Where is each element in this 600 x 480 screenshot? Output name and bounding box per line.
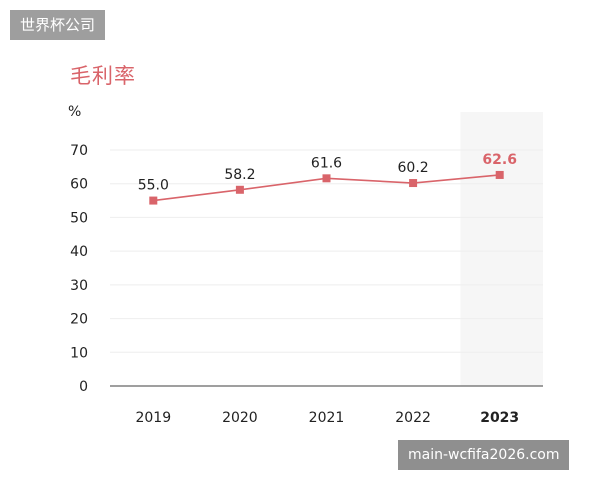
source-badge: 世界杯公司 bbox=[10, 10, 106, 40]
data-label: 60.2 bbox=[398, 160, 429, 176]
x-tick-label: 2023 bbox=[480, 410, 519, 426]
data-label: 61.6 bbox=[311, 155, 342, 171]
x-tick-label: 2021 bbox=[309, 410, 345, 426]
y-tick-label: 20 bbox=[70, 312, 88, 328]
chart-title: 毛利率 bbox=[70, 64, 136, 88]
x-tick-label: 2019 bbox=[135, 410, 171, 426]
data-point-marker bbox=[235, 185, 244, 194]
data-label: 58.2 bbox=[224, 167, 255, 183]
watermark-badge: main-wcfifa2026.com bbox=[398, 440, 570, 470]
y-tick-label: 40 bbox=[70, 244, 88, 260]
y-tick-label: 50 bbox=[70, 210, 88, 226]
highlight-band bbox=[460, 112, 543, 386]
data-point-marker bbox=[149, 196, 158, 205]
y-axis-unit-label: % bbox=[68, 104, 82, 120]
y-tick-label: 30 bbox=[70, 278, 88, 294]
x-tick-label: 2022 bbox=[395, 410, 431, 426]
y-tick-label: 70 bbox=[70, 143, 88, 159]
y-tick-label: 60 bbox=[70, 177, 88, 193]
y-tick-label: 0 bbox=[79, 379, 88, 395]
data-point-marker bbox=[495, 170, 504, 179]
data-point-marker bbox=[409, 179, 418, 188]
data-point-marker bbox=[322, 174, 331, 183]
x-tick-label: 2020 bbox=[222, 410, 258, 426]
y-tick-label: 10 bbox=[70, 345, 88, 361]
data-label: 62.6 bbox=[482, 152, 517, 168]
data-label: 55.0 bbox=[138, 178, 169, 194]
